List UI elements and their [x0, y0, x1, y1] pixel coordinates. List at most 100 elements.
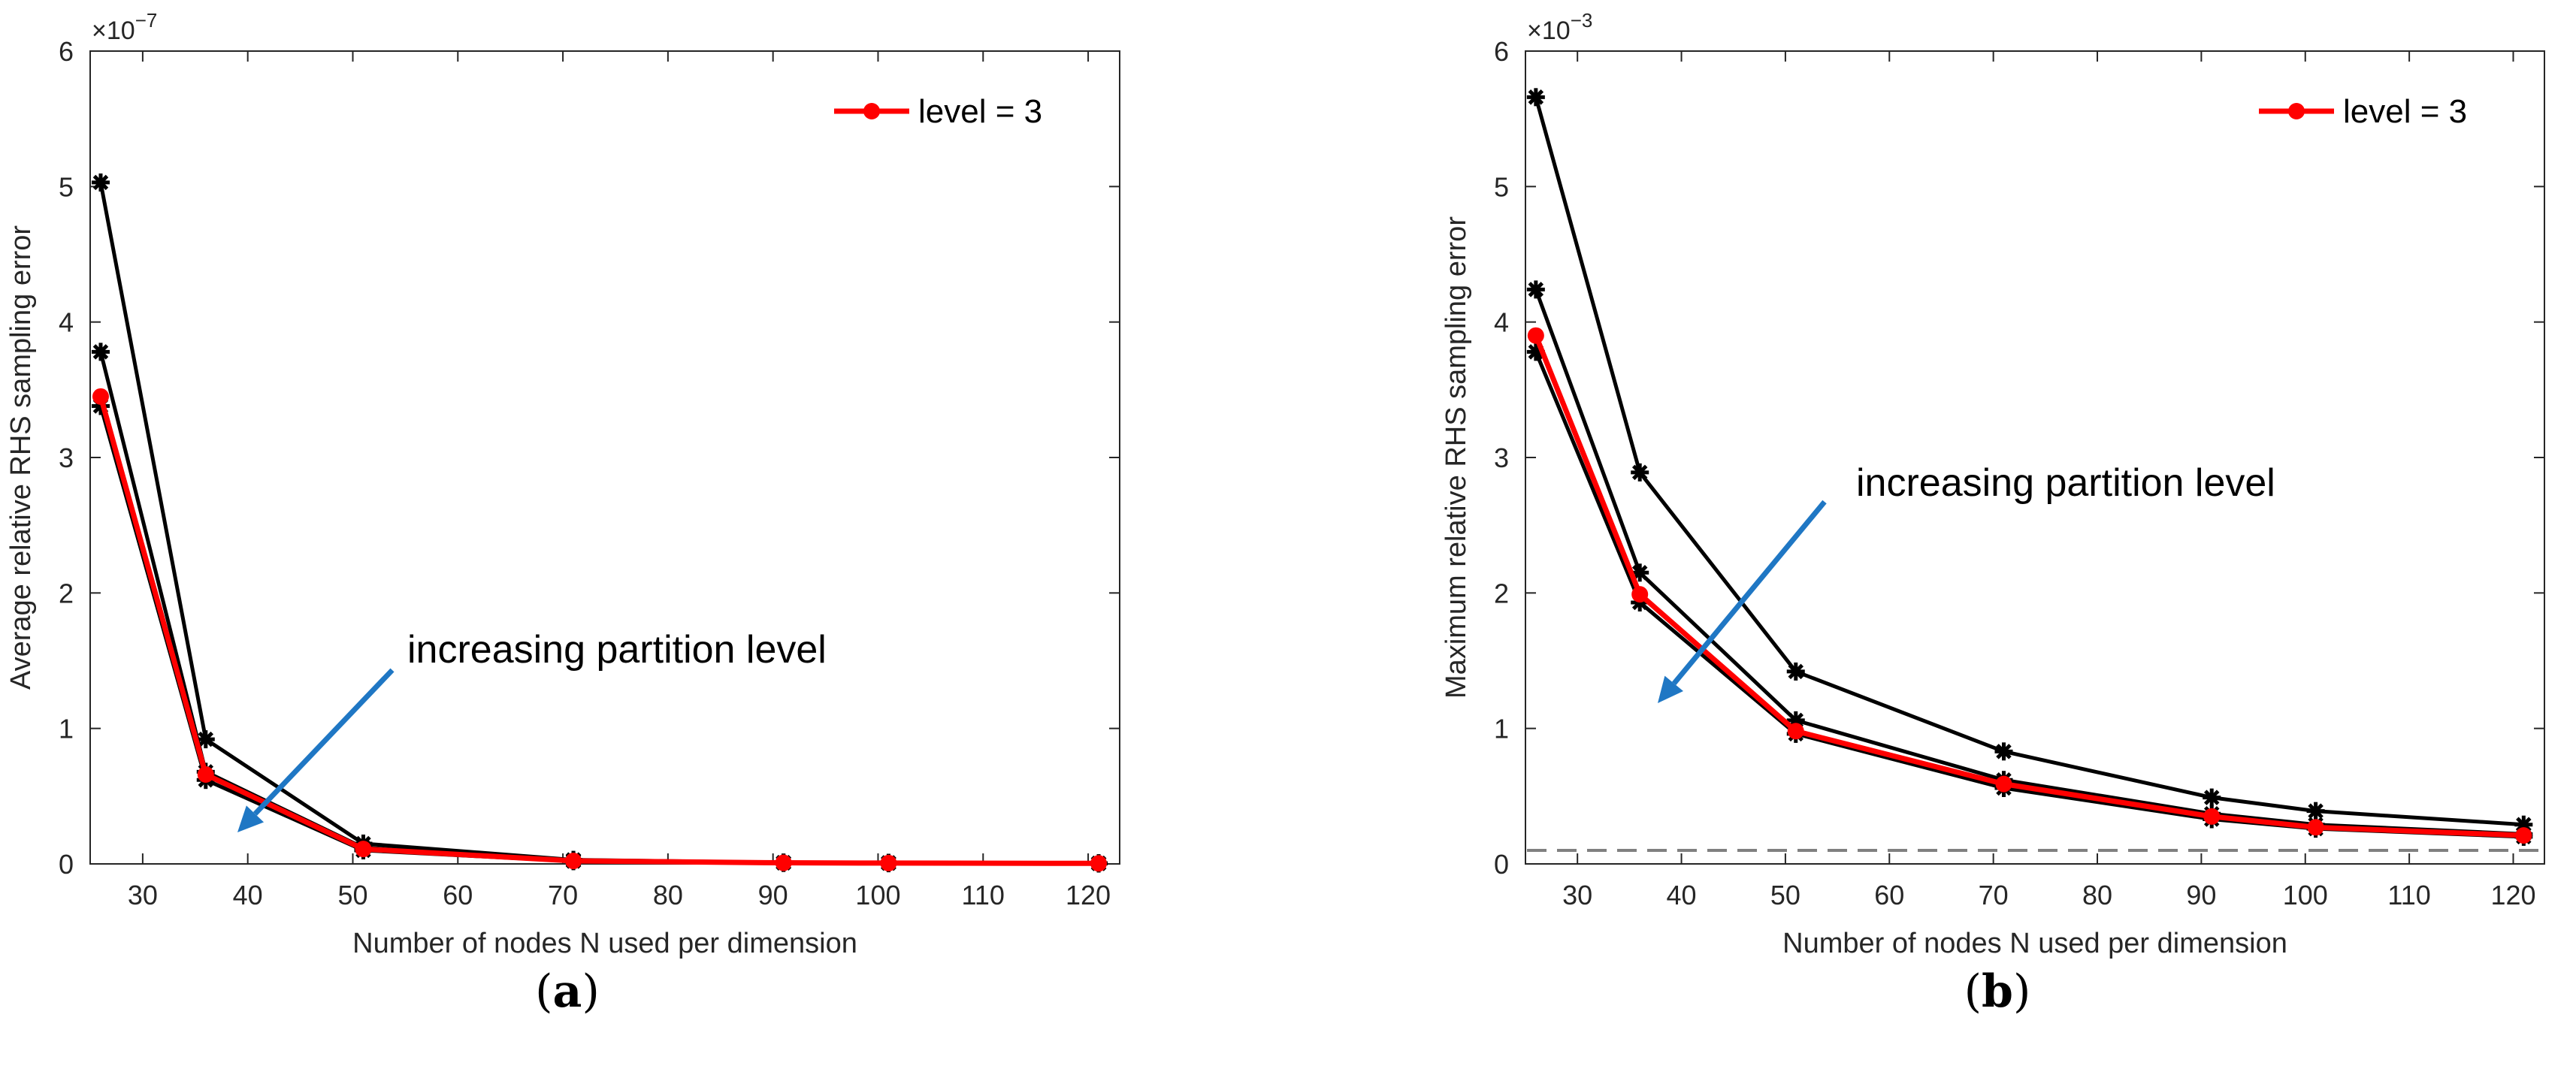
- axes-box: [89, 50, 1120, 865]
- series-line: [92, 388, 1108, 872]
- panel-b: 30 40 50 60 70 80 90 100 110 120 0 1 2 3 4 5 6 ×10−3 Numbe…: [1441, 9, 2545, 1018]
- annotation: increasing partition level: [237, 628, 827, 832]
- legend-label: level = 3: [918, 93, 1042, 130]
- x-tick-label: 120: [2490, 880, 2535, 910]
- x-axis-label: Number of nodes N used per dimension: [352, 928, 857, 959]
- panel-a: 30 40 50 60 70 80 90 100 110 120 0 1 2 3 4 5 6 ×10−7 Numbe…: [5, 9, 1120, 1018]
- x-tick-label: 60: [443, 880, 473, 910]
- x-tick-label: 40: [233, 880, 263, 910]
- legend-label: level = 3: [2343, 93, 2467, 130]
- y-tick-label: 0: [1494, 849, 1509, 880]
- asterisk-stroke: [1528, 89, 1544, 105]
- x-tick-label: 60: [1874, 880, 1904, 910]
- asterisk-stroke: [92, 344, 109, 360]
- x-tick-label: 40: [1667, 880, 1697, 910]
- data-point: [1526, 88, 1545, 107]
- data-point: [775, 854, 792, 871]
- x-tick-label: 80: [2082, 880, 2112, 910]
- axis-exponent: ×10−3: [1527, 9, 1592, 45]
- y-tick-label: 3: [59, 442, 74, 473]
- data-point: [2307, 819, 2324, 836]
- legend-marker: [2288, 103, 2305, 119]
- x-tick-label: 100: [855, 880, 900, 910]
- data-point: [197, 765, 214, 783]
- x-tick-label: 120: [1066, 880, 1111, 910]
- annotation-arrowhead: [1658, 675, 1684, 703]
- data-point: [2203, 808, 2221, 825]
- data-point: [2306, 802, 2325, 820]
- y-tick-label: 6: [59, 36, 74, 67]
- data-point: [1631, 463, 1649, 482]
- data-point: [1995, 775, 2012, 793]
- data-point: [1526, 280, 1545, 299]
- x-tick-label: 30: [128, 880, 158, 910]
- x-tick-label: 100: [2283, 880, 2328, 910]
- data-point: [1090, 855, 1108, 872]
- legend: level = 3: [834, 93, 1042, 130]
- series-line: [1527, 327, 2532, 844]
- data-point: [1994, 742, 2013, 761]
- series-path: [98, 351, 1099, 865]
- panel-caption: (b): [1964, 965, 2031, 1018]
- data-point: [91, 173, 110, 192]
- y-tick-label: 4: [59, 307, 74, 338]
- y-tick-label: 6: [1494, 36, 1509, 67]
- data-point: [1631, 586, 1649, 603]
- data-point: [2515, 827, 2532, 844]
- x-tick-label: 50: [337, 880, 367, 910]
- x-tick-label: 70: [1979, 880, 2009, 910]
- x-tick-label: 50: [1770, 880, 1800, 910]
- y-tick-label: 0: [59, 849, 74, 880]
- data-point: [355, 841, 372, 858]
- axes-box: [1525, 50, 2545, 865]
- data-point: [92, 388, 109, 405]
- asterisk-stroke: [1528, 282, 1544, 297]
- legend: level = 3: [2259, 93, 2467, 130]
- y-tick-label: 3: [1494, 442, 1509, 473]
- series-path: [1533, 334, 2524, 838]
- x-tick-label: 90: [758, 880, 788, 910]
- x-tick-label: 80: [653, 880, 683, 910]
- series-line: [1526, 88, 2533, 834]
- series-line: [1526, 343, 2533, 846]
- legend-marker: [863, 103, 880, 119]
- y-tick-label: 1: [59, 714, 74, 744]
- asterisk-stroke: [1631, 464, 1648, 481]
- y-tick-label: 2: [59, 578, 74, 608]
- x-tick-label: 110: [2387, 880, 2430, 910]
- data-point: [565, 853, 582, 870]
- asterisk-stroke: [2203, 790, 2220, 805]
- annotation: increasing partition level: [1658, 461, 2275, 703]
- annotation-text: increasing partition level: [1856, 461, 2275, 505]
- y-tick-label: 2: [1494, 578, 1509, 608]
- annotation-arrowhead: [237, 805, 265, 832]
- x-tick-label: 110: [962, 880, 1005, 910]
- y-axis-label: Average relative RHS sampling error: [5, 225, 37, 690]
- asterisk-stroke: [1996, 744, 2012, 759]
- data-point: [91, 343, 110, 361]
- y-axis-label: Maximum relative RHS sampling error: [1441, 216, 1472, 699]
- x-tick-label: 90: [2186, 880, 2216, 910]
- asterisk-stroke: [198, 731, 214, 747]
- data-point: [1786, 662, 1805, 681]
- series-path: [1534, 288, 2524, 836]
- data-point: [1527, 327, 1544, 344]
- annotation-arrow: [1671, 500, 1827, 686]
- y-tick-label: 4: [1494, 307, 1509, 338]
- annotation-arrow: [252, 668, 395, 816]
- series-path: [98, 182, 1099, 865]
- panel-caption: (a): [535, 965, 600, 1018]
- series-line: [91, 173, 1108, 873]
- asterisk-stroke: [2308, 803, 2324, 819]
- x-tick-label: 70: [548, 880, 578, 910]
- x-axis-label: Number of nodes N used per dimension: [1782, 928, 2287, 959]
- data-point: [2203, 788, 2221, 807]
- annotation-text: increasing partition level: [407, 628, 827, 672]
- data-point: [1787, 723, 1804, 740]
- asterisk-stroke: [92, 174, 109, 191]
- series-path: [1534, 351, 2524, 839]
- y-tick-label: 5: [1494, 171, 1509, 202]
- data-point: [196, 730, 215, 749]
- axis-exponent: ×10−7: [92, 9, 157, 45]
